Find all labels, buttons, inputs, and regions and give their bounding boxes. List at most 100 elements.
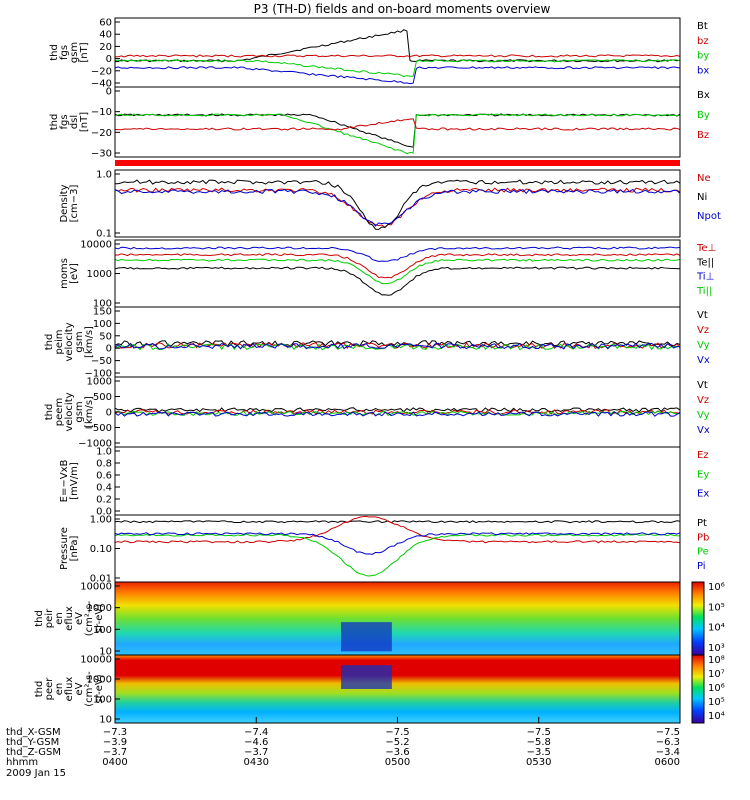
- footer-row-label: thd_Y-GSM: [6, 737, 59, 748]
- y-tick-label: 1000: [87, 377, 112, 388]
- y-tick-label: 0.0: [96, 507, 112, 518]
- legend-entry: Ti⊥: [696, 272, 714, 283]
- colorbar-tick-label: 10⁶: [708, 683, 725, 694]
- y-axis-label-line: [cm−3]: [69, 185, 80, 223]
- y-tick-label: 1000: [87, 269, 112, 280]
- y-axis-label-line: Pressure: [59, 527, 70, 570]
- series-line-bx: [114, 113, 681, 148]
- y-tick-label: 100: [93, 299, 112, 310]
- y-axis-label-line: [nT]: [79, 112, 90, 132]
- y-tick-label: −1000: [78, 439, 112, 450]
- colorbar-tick-label: 10⁵: [708, 602, 725, 613]
- y-axis-label: thdpeirenefluxeV(cm²-s-sr-eV): [34, 600, 105, 636]
- legend-entry: Te⊥: [696, 243, 716, 254]
- footer-value: −3.6: [385, 747, 409, 758]
- legend-entry: Vz: [697, 395, 709, 406]
- y-axis-label-line: sr-eV): [94, 604, 105, 633]
- y-axis-label-line: en: [54, 612, 65, 625]
- panel-6: 1.00.80.60.40.20.0 E=−VxB[mV/m] Ez Ey Ex: [59, 446, 709, 518]
- spectrogram-feature: [341, 665, 392, 689]
- y-axis-label-line: Density: [59, 184, 70, 222]
- y-axis-label-line: [nT]: [79, 42, 90, 62]
- footer-value: −7.3: [103, 727, 127, 738]
- y-axis-label-line: thd: [34, 610, 45, 627]
- legend-entry: Vt: [697, 310, 708, 321]
- y-tick-label: 0.10: [90, 544, 112, 555]
- series-line-ti: [114, 246, 681, 262]
- footer-row-label: thd_Z-GSM: [6, 747, 61, 758]
- footer-row-label: hhmm: [6, 757, 38, 768]
- panel-1: 0 −10 −20 −30 thdfgsdsl[nT] Bx By Bz: [49, 86, 710, 160]
- legend-entry: Pi: [697, 561, 706, 572]
- y-axis-label: thdfgsgsm[nT]: [49, 42, 90, 63]
- y-axis-label-line: peem: [54, 398, 65, 426]
- colorbar-tick-label: 10⁴: [708, 711, 725, 722]
- y-axis-label-line: en: [54, 683, 65, 696]
- y-tick-label: 100: [93, 625, 112, 636]
- y-tick-label: 40: [99, 30, 112, 41]
- series-line-bz: [114, 54, 681, 58]
- y-axis-label-line: dsl: [69, 115, 80, 129]
- y-tick-label: 50: [99, 331, 112, 342]
- spectrogram-feature: [341, 622, 392, 652]
- legend-entry: bx: [697, 65, 709, 76]
- y-axis-label-line: (cm²-s-: [84, 600, 95, 636]
- colorbar-tick-label: 10⁷: [708, 669, 725, 680]
- y-tick-label: 1.0: [96, 170, 112, 181]
- legend-entry: Ti||: [696, 286, 712, 297]
- legend-entry: Pt: [697, 518, 707, 529]
- y-tick-label: 500: [93, 392, 112, 403]
- y-tick-label: −20: [91, 128, 112, 139]
- series-line-te: [114, 253, 681, 279]
- legend-entry: bz: [697, 36, 709, 47]
- y-tick-label: 0.6: [96, 471, 112, 482]
- panel-frame: [114, 239, 681, 308]
- y-tick-label: −40: [91, 79, 112, 90]
- y-tick-label: 100: [93, 319, 112, 330]
- series-line-bx: [114, 66, 681, 85]
- y-axis-label-line: sr-eV): [94, 674, 105, 703]
- panel-5: 1000 500 0 −500 −1000 thdpeemvelocitygsm[km/s…: [44, 376, 710, 450]
- y-axis-label: thdfgsdsl[nT]: [49, 112, 90, 132]
- series-line-ne: [114, 187, 681, 228]
- colorbar-tick-label: 10³: [708, 643, 725, 654]
- footer-value: −3.7: [244, 747, 268, 758]
- footer-value: 0500: [385, 757, 410, 768]
- series-line-bz: [114, 118, 681, 131]
- y-tick-label: 1000: [87, 603, 112, 614]
- y-axis-label-line: fgs: [59, 114, 70, 129]
- status-bar: [115, 160, 680, 166]
- y-tick-label: −100: [85, 369, 112, 380]
- footer-value: −7.4: [244, 727, 268, 738]
- colorbar-tick-label: 10⁶: [708, 582, 725, 593]
- y-axis-label-line: gsm: [74, 401, 85, 422]
- y-tick-label: 0.2: [96, 495, 112, 506]
- y-axis-label-line: moms: [59, 258, 70, 289]
- y-axis-label-line: velocity: [64, 392, 75, 431]
- colorbar: [691, 654, 705, 724]
- footer-value: −7.5: [656, 727, 680, 738]
- y-axis-label-line: (cm²-s-: [84, 671, 95, 707]
- y-axis-label-line: thd: [34, 681, 45, 698]
- y-tick-label: 10000: [80, 582, 112, 593]
- panel-2: 1.0 0.1 Density[cm−3] Ne Ni Npot: [59, 169, 721, 240]
- y-axis-label-line: [mV/m]: [69, 462, 80, 500]
- y-tick-label: 150: [93, 307, 112, 318]
- y-tick-label: 100: [93, 695, 112, 706]
- y-axis-label-line: eflux: [64, 677, 75, 702]
- y-axis-label-line: [nPa]: [69, 535, 80, 561]
- panel-8: 10⁶ 10⁵ 10⁴ 10³ 10000 1000 100 10 thdpeireneflux…: [34, 581, 725, 658]
- legend-entry: Vt: [697, 380, 708, 391]
- y-axis-label-line: eflux: [64, 606, 75, 631]
- y-tick-label: 0.8: [96, 459, 112, 470]
- footer-value: −5.8: [527, 737, 551, 748]
- series-line-vx: [114, 411, 681, 417]
- y-axis-label-line: peir: [44, 608, 55, 628]
- legend-entry: by: [697, 51, 709, 62]
- panel-frame: [114, 86, 681, 158]
- y-tick-label: 20: [99, 42, 112, 53]
- footer-value: −5.2: [385, 737, 409, 748]
- y-axis-label-line: E=−VxB: [59, 460, 70, 503]
- y-tick-label: 1.0: [96, 447, 112, 458]
